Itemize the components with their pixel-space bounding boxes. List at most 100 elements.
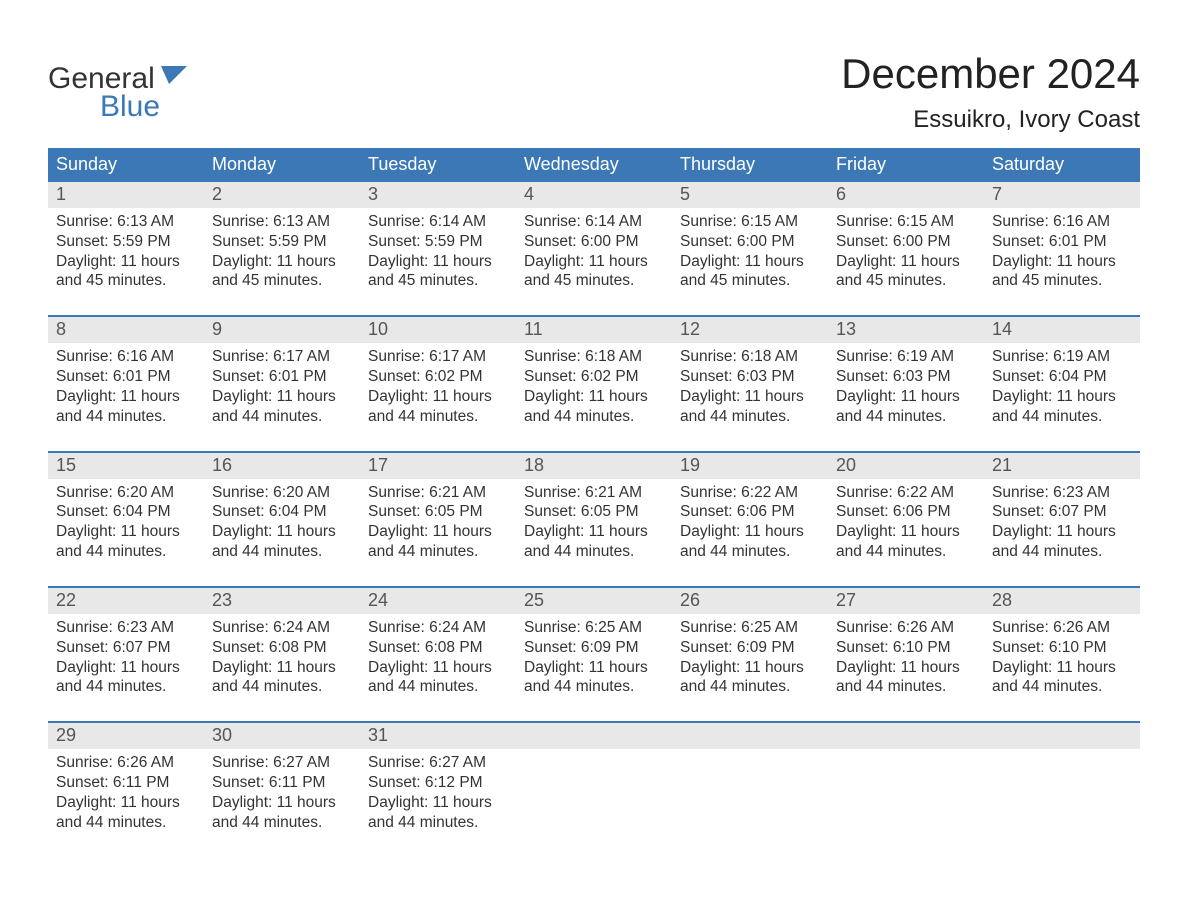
day-number: 21 bbox=[984, 453, 1140, 479]
day-number: 2 bbox=[204, 182, 360, 208]
day-sunset: Sunset: 6:10 PM bbox=[836, 638, 976, 658]
day-cell: Sunrise: 6:18 AMSunset: 6:02 PMDaylight:… bbox=[516, 343, 672, 432]
day-daylight1: Daylight: 11 hours bbox=[992, 387, 1132, 407]
header: General Blue December 2024 Essuikro, Ivo… bbox=[48, 50, 1140, 134]
week-row: 15161718192021Sunrise: 6:20 AMSunset: 6:… bbox=[48, 451, 1140, 568]
day-number: 11 bbox=[516, 317, 672, 343]
weekday-label: Wednesday bbox=[516, 148, 672, 182]
day-daylight1: Daylight: 11 hours bbox=[680, 252, 820, 272]
day-sunset: Sunset: 6:06 PM bbox=[836, 502, 976, 522]
day-cell: Sunrise: 6:20 AMSunset: 6:04 PMDaylight:… bbox=[48, 479, 204, 568]
day-sunset: Sunset: 6:07 PM bbox=[992, 502, 1132, 522]
day-cell: Sunrise: 6:14 AMSunset: 5:59 PMDaylight:… bbox=[360, 208, 516, 297]
day-sunrise: Sunrise: 6:16 AM bbox=[56, 347, 196, 367]
day-daylight2: and 44 minutes. bbox=[56, 407, 196, 427]
weekday-label: Saturday bbox=[984, 148, 1140, 182]
day-daylight1: Daylight: 11 hours bbox=[836, 252, 976, 272]
day-sunset: Sunset: 6:03 PM bbox=[680, 367, 820, 387]
day-daylight2: and 44 minutes. bbox=[212, 407, 352, 427]
day-sunset: Sunset: 6:04 PM bbox=[56, 502, 196, 522]
day-number: 8 bbox=[48, 317, 204, 343]
day-daylight2: and 44 minutes. bbox=[836, 677, 976, 697]
day-sunrise: Sunrise: 6:18 AM bbox=[524, 347, 664, 367]
day-sunrise: Sunrise: 6:14 AM bbox=[524, 212, 664, 232]
day-sunrise: Sunrise: 6:25 AM bbox=[524, 618, 664, 638]
day-cell: Sunrise: 6:24 AMSunset: 6:08 PMDaylight:… bbox=[204, 614, 360, 703]
day-sunrise: Sunrise: 6:26 AM bbox=[836, 618, 976, 638]
day-number: 10 bbox=[360, 317, 516, 343]
day-cell: Sunrise: 6:14 AMSunset: 6:00 PMDaylight:… bbox=[516, 208, 672, 297]
day-daylight2: and 44 minutes. bbox=[836, 542, 976, 562]
day-daylight1: Daylight: 11 hours bbox=[836, 387, 976, 407]
day-daylight2: and 45 minutes. bbox=[368, 271, 508, 291]
weekday-label: Thursday bbox=[672, 148, 828, 182]
daynum-row: 15161718192021 bbox=[48, 453, 1140, 479]
day-number: 13 bbox=[828, 317, 984, 343]
day-sunset: Sunset: 6:10 PM bbox=[992, 638, 1132, 658]
day-daylight2: and 44 minutes. bbox=[680, 542, 820, 562]
day-number: 16 bbox=[204, 453, 360, 479]
day-sunrise: Sunrise: 6:17 AM bbox=[212, 347, 352, 367]
day-daylight2: and 44 minutes. bbox=[992, 677, 1132, 697]
day-number: 30 bbox=[204, 723, 360, 749]
day-cell: Sunrise: 6:27 AMSunset: 6:12 PMDaylight:… bbox=[360, 749, 516, 838]
day-sunrise: Sunrise: 6:16 AM bbox=[992, 212, 1132, 232]
day-cell: Sunrise: 6:17 AMSunset: 6:02 PMDaylight:… bbox=[360, 343, 516, 432]
daynum-row: 891011121314 bbox=[48, 317, 1140, 343]
day-daylight1: Daylight: 11 hours bbox=[680, 387, 820, 407]
day-daylight2: and 44 minutes. bbox=[368, 407, 508, 427]
day-sunset: Sunset: 6:02 PM bbox=[524, 367, 664, 387]
day-sunset: Sunset: 6:01 PM bbox=[56, 367, 196, 387]
day-cell: Sunrise: 6:22 AMSunset: 6:06 PMDaylight:… bbox=[828, 479, 984, 568]
day-daylight1: Daylight: 11 hours bbox=[836, 658, 976, 678]
day-daylight1: Daylight: 11 hours bbox=[368, 522, 508, 542]
day-daylight1: Daylight: 11 hours bbox=[56, 793, 196, 813]
month-title: December 2024 bbox=[841, 50, 1140, 98]
day-sunrise: Sunrise: 6:22 AM bbox=[836, 483, 976, 503]
day-cell: Sunrise: 6:27 AMSunset: 6:11 PMDaylight:… bbox=[204, 749, 360, 838]
day-daylight2: and 44 minutes. bbox=[680, 407, 820, 427]
day-sunrise: Sunrise: 6:13 AM bbox=[212, 212, 352, 232]
weekday-header: SundayMondayTuesdayWednesdayThursdayFrid… bbox=[48, 148, 1140, 182]
day-daylight2: and 45 minutes. bbox=[524, 271, 664, 291]
day-daylight2: and 44 minutes. bbox=[56, 542, 196, 562]
day-daylight2: and 44 minutes. bbox=[836, 407, 976, 427]
day-number bbox=[984, 723, 1140, 749]
day-sunrise: Sunrise: 6:24 AM bbox=[368, 618, 508, 638]
day-daylight1: Daylight: 11 hours bbox=[524, 522, 664, 542]
day-daylight1: Daylight: 11 hours bbox=[56, 658, 196, 678]
day-daylight1: Daylight: 11 hours bbox=[368, 387, 508, 407]
day-cell: Sunrise: 6:23 AMSunset: 6:07 PMDaylight:… bbox=[984, 479, 1140, 568]
day-sunrise: Sunrise: 6:13 AM bbox=[56, 212, 196, 232]
daynum-row: 1234567 bbox=[48, 182, 1140, 208]
day-sunset: Sunset: 6:05 PM bbox=[524, 502, 664, 522]
day-cell bbox=[984, 749, 1140, 838]
day-daylight1: Daylight: 11 hours bbox=[368, 252, 508, 272]
weekday-label: Monday bbox=[204, 148, 360, 182]
day-sunrise: Sunrise: 6:23 AM bbox=[992, 483, 1132, 503]
day-cell bbox=[828, 749, 984, 838]
day-sunset: Sunset: 6:12 PM bbox=[368, 773, 508, 793]
day-number: 23 bbox=[204, 588, 360, 614]
day-daylight1: Daylight: 11 hours bbox=[368, 793, 508, 813]
day-sunrise: Sunrise: 6:26 AM bbox=[992, 618, 1132, 638]
day-daylight1: Daylight: 11 hours bbox=[368, 658, 508, 678]
weekday-label: Tuesday bbox=[360, 148, 516, 182]
day-daylight1: Daylight: 11 hours bbox=[212, 387, 352, 407]
day-daylight2: and 44 minutes. bbox=[56, 813, 196, 833]
day-cell: Sunrise: 6:19 AMSunset: 6:04 PMDaylight:… bbox=[984, 343, 1140, 432]
day-number: 24 bbox=[360, 588, 516, 614]
day-number: 22 bbox=[48, 588, 204, 614]
day-cell: Sunrise: 6:24 AMSunset: 6:08 PMDaylight:… bbox=[360, 614, 516, 703]
day-sunrise: Sunrise: 6:24 AM bbox=[212, 618, 352, 638]
day-sunset: Sunset: 6:04 PM bbox=[212, 502, 352, 522]
day-number bbox=[672, 723, 828, 749]
day-daylight2: and 44 minutes. bbox=[524, 407, 664, 427]
day-number: 14 bbox=[984, 317, 1140, 343]
day-cell: Sunrise: 6:26 AMSunset: 6:10 PMDaylight:… bbox=[984, 614, 1140, 703]
day-daylight2: and 44 minutes. bbox=[212, 677, 352, 697]
day-daylight2: and 44 minutes. bbox=[212, 813, 352, 833]
day-daylight2: and 44 minutes. bbox=[992, 542, 1132, 562]
location: Essuikro, Ivory Coast bbox=[841, 106, 1140, 134]
day-number: 17 bbox=[360, 453, 516, 479]
